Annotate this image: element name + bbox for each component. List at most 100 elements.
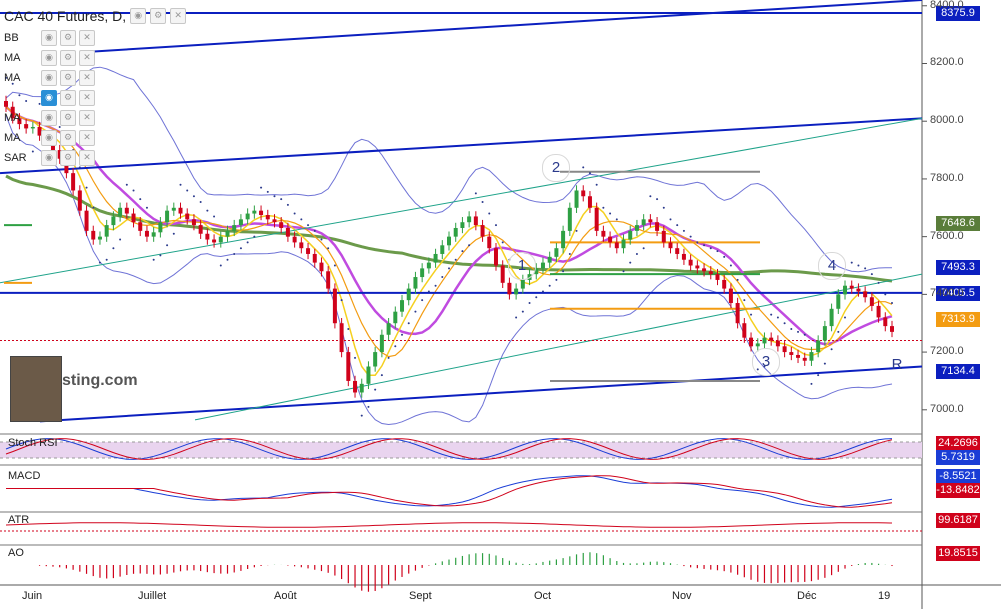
eye-icon[interactable]: ◉ xyxy=(41,30,57,46)
macd-signal-line xyxy=(6,475,893,508)
gear-icon[interactable]: ⚙ xyxy=(60,130,76,146)
sar-dot xyxy=(421,299,424,302)
sar-dot xyxy=(293,212,296,215)
candle-body xyxy=(574,190,579,208)
sar-dot xyxy=(380,374,383,377)
candle-body xyxy=(567,207,572,231)
candle-body xyxy=(675,248,680,254)
candle-body xyxy=(24,124,29,129)
close-icon[interactable]: ✕ xyxy=(79,90,95,106)
candle-body xyxy=(279,222,284,228)
candle-body xyxy=(876,305,881,318)
gear-icon[interactable]: ⚙ xyxy=(60,90,76,106)
eye-icon[interactable]: ◉ xyxy=(41,110,57,126)
sar-dot xyxy=(333,264,336,267)
candle-body xyxy=(869,297,874,306)
candle-body xyxy=(238,219,243,226)
pane-value-tag: -8.5521 xyxy=(936,469,980,484)
sar-dot xyxy=(139,198,142,201)
candle-body xyxy=(312,253,317,263)
candle-body xyxy=(735,303,740,324)
candle-body xyxy=(10,106,15,119)
candle-body xyxy=(688,259,693,266)
price-tag: 8375.9 xyxy=(936,5,980,21)
close-icon[interactable]: ✕ xyxy=(79,30,95,46)
candle-body xyxy=(540,262,545,269)
x-tick-label: Déc xyxy=(797,590,817,602)
eye-icon[interactable]: ◉ xyxy=(41,130,57,146)
indicator-row[interactable]: BB ◉ ⚙ ✕ xyxy=(4,30,95,46)
chart-title-row: CAC 40 Futures, D, ◉ ⚙ ✕ xyxy=(4,8,187,24)
sar-dot xyxy=(152,258,155,261)
sar-dot xyxy=(703,244,706,247)
sar-dot xyxy=(642,247,645,250)
eye-icon[interactable]: ◉ xyxy=(130,8,147,24)
gear-icon[interactable]: ⚙ xyxy=(60,50,76,66)
y-tick-label: 8000.0 xyxy=(930,114,964,127)
sar-dot xyxy=(891,302,893,305)
candle-body xyxy=(205,233,210,240)
candle-body xyxy=(628,230,633,240)
candle-body xyxy=(17,118,22,125)
candle-body xyxy=(212,239,217,243)
pane-name: MACD xyxy=(8,470,41,482)
candle-body xyxy=(339,323,344,353)
indicator-row[interactable]: MA ◉ ⚙ ✕ xyxy=(4,50,95,66)
sar-dot xyxy=(797,330,800,333)
gear-icon[interactable]: ⚙ xyxy=(60,30,76,46)
eye-icon[interactable]: ◉ xyxy=(41,70,57,86)
candle-body xyxy=(493,248,498,266)
candle-body xyxy=(487,236,492,249)
close-icon[interactable]: ✕ xyxy=(79,110,95,126)
sar-dot xyxy=(850,261,853,264)
x-tick-label: Nov xyxy=(672,590,692,602)
candle-body xyxy=(554,248,559,257)
sar-dot xyxy=(662,206,665,209)
gear-icon[interactable]: ⚙ xyxy=(60,150,76,166)
sar-dot xyxy=(823,362,826,365)
candle-body xyxy=(809,352,814,361)
candle-body xyxy=(165,210,170,223)
sar-dot xyxy=(837,330,840,333)
y-tick-label: 7400.0 xyxy=(930,287,964,300)
indicator-row[interactable]: ◉ ⚙ ✕ xyxy=(4,90,95,106)
close-icon[interactable]: ✕ xyxy=(170,8,187,24)
sar-dot xyxy=(11,82,14,85)
panda-logo-image xyxy=(10,356,62,422)
candle-body xyxy=(755,343,760,347)
sar-dot xyxy=(253,235,256,238)
indicator-row[interactable]: SAR ◉ ⚙ ✕ xyxy=(4,150,95,166)
eye-icon[interactable]: ◉ xyxy=(41,50,57,66)
candle-body xyxy=(668,242,673,249)
indicator-row[interactable]: MA ◉ ⚙ ✕ xyxy=(4,70,95,86)
eye-icon[interactable]: ◉ xyxy=(41,150,57,166)
sar-dot xyxy=(682,229,685,232)
close-icon[interactable]: ✕ xyxy=(79,50,95,66)
gear-icon[interactable]: ⚙ xyxy=(150,8,167,24)
candle-body xyxy=(715,274,720,280)
indicator-row[interactable]: MA ◉ ⚙ ✕ xyxy=(4,110,95,126)
sar-dot xyxy=(233,252,236,255)
candle-body xyxy=(413,277,418,289)
candle-body xyxy=(822,326,827,341)
gear-icon[interactable]: ⚙ xyxy=(60,110,76,126)
indicator-row[interactable]: MA ◉ ⚙ ✕ xyxy=(4,130,95,146)
sar-dot xyxy=(119,238,122,241)
pane-value-tag: 99.6187 xyxy=(936,513,980,528)
sar-dot xyxy=(622,270,625,273)
candle-body xyxy=(265,215,270,220)
eye-icon[interactable]: ◉ xyxy=(41,90,57,106)
candle-body xyxy=(386,323,391,335)
indicator-name: BB xyxy=(4,32,19,44)
close-icon[interactable]: ✕ xyxy=(79,130,95,146)
gear-icon[interactable]: ⚙ xyxy=(60,70,76,86)
sar-dot xyxy=(78,166,81,169)
sar-dot xyxy=(857,264,860,267)
candle-body xyxy=(144,230,149,237)
bollinger-upper xyxy=(5,66,892,273)
candle-body xyxy=(608,236,613,243)
close-icon[interactable]: ✕ xyxy=(79,70,95,86)
close-icon[interactable]: ✕ xyxy=(79,150,95,166)
sar-dot xyxy=(669,218,672,221)
